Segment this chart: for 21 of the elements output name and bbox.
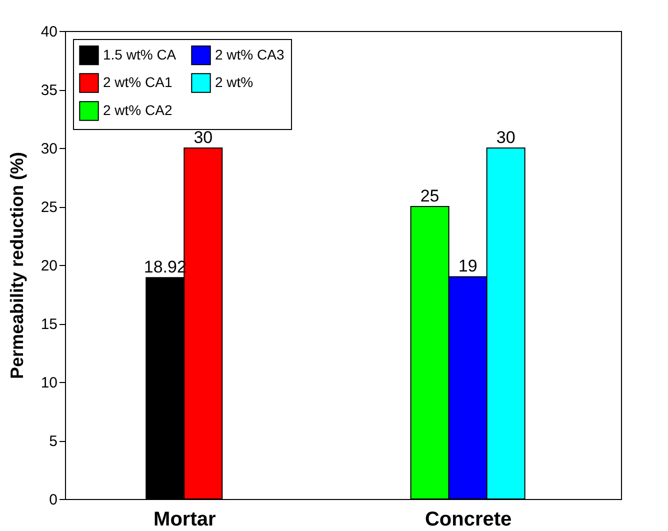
data-label: 30 <box>194 128 213 147</box>
legend-label: 1.5 wt% CA <box>103 46 177 62</box>
legend-label: 2 wt% CA1 <box>103 74 172 90</box>
y-tick-label: 25 <box>40 199 58 216</box>
y-tick-label: 0 <box>49 492 58 508</box>
data-label: 25 <box>420 186 440 206</box>
y-tick-label: 30 <box>40 140 58 158</box>
y-tick-label: 5 <box>49 433 58 450</box>
y-tick-label: 40 <box>40 24 58 40</box>
y-axis-title: Permeability reduction (%) <box>6 152 27 380</box>
x-tick-label: Concrete <box>424 508 512 530</box>
y-tick-label: 35 <box>40 82 58 99</box>
y-tick-label: 15 <box>40 316 58 333</box>
data-label: 19 <box>458 256 478 276</box>
x-tick-label: Mortar <box>154 508 216 530</box>
legend-label: 2 wt% CA3 <box>215 46 284 62</box>
legend-label: 2 wt% CA2 <box>103 102 172 118</box>
y-tick-label: 10 <box>40 374 58 392</box>
y-tick-label: 20 <box>40 258 58 274</box>
data-label: 30 <box>496 128 516 147</box>
legend-label: 2 wt% <box>215 74 254 90</box>
